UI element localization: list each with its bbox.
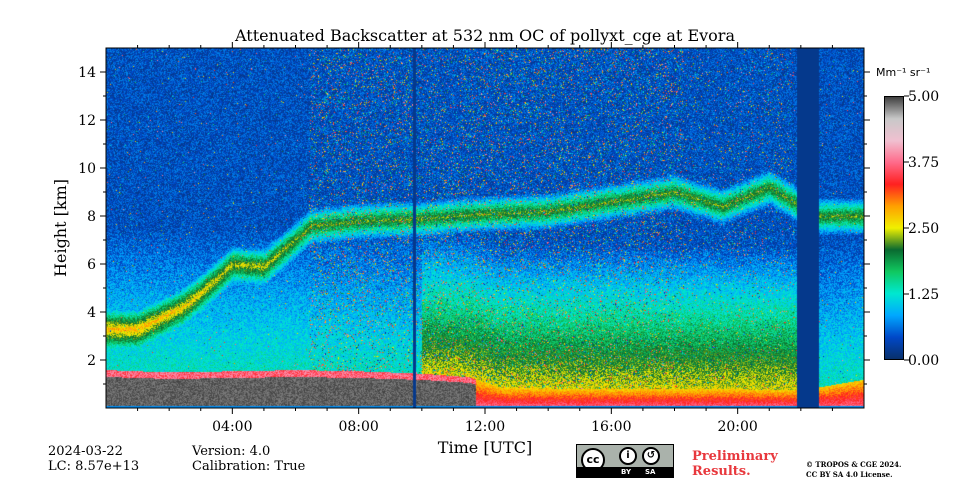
footer-lc: LC: 8.57e+13 xyxy=(48,459,140,474)
copyright-note: © TROPOS & CGE 2024. CC BY SA 4.0 Licens… xyxy=(806,460,901,480)
x-tick-label-3: 16:00 xyxy=(591,419,631,435)
cc-by-sa-icon: cc i ↺ BY SA xyxy=(576,444,674,478)
footer-calibration: Calibration: True xyxy=(192,459,306,474)
chart-title: Attenuated Backscatter at 532 nm OC of p… xyxy=(234,26,735,45)
x-tick-label-1: 08:00 xyxy=(338,419,378,435)
colorbar-ticks: 0.00 1.25 2.50 3.75 5.00 xyxy=(904,89,939,369)
colorbar-tick-label-1: 1.25 xyxy=(908,287,939,303)
x-axis-label: Time [UTC] xyxy=(438,438,532,457)
footer-date: 2024-03-22 xyxy=(48,444,123,459)
y-tick-label-2: 6 xyxy=(87,257,96,273)
x-axis: 04:00 08:00 12:00 16:00 20:00 xyxy=(137,42,833,435)
y-tick-label-1: 4 xyxy=(87,305,96,321)
colorbar-tick-label-4: 5.00 xyxy=(908,89,939,105)
share-alike-icon: ↺ xyxy=(642,447,660,465)
y-tick-label-6: 14 xyxy=(78,65,96,81)
y-tick-label-4: 10 xyxy=(78,161,96,177)
preliminary-results-note: Preliminary Results. xyxy=(692,449,778,479)
x-tick-label-0: 04:00 xyxy=(212,419,252,435)
x-tick-label-2: 12:00 xyxy=(465,419,505,435)
cc-license-band xyxy=(577,467,673,477)
cc-sa-label: SA xyxy=(645,468,656,476)
y-axis-label: Height [km] xyxy=(51,179,70,277)
cc-by-label: BY xyxy=(621,468,632,476)
colorbar xyxy=(884,96,904,360)
colorbar-tick-label-0: 0.00 xyxy=(908,353,939,369)
y-axis: 2 4 6 8 10 12 14 xyxy=(78,65,870,385)
y-tick-label-5: 12 xyxy=(78,113,96,129)
attribution-person-icon: i xyxy=(619,447,637,465)
backscatter-heatmap xyxy=(106,48,864,408)
preliminary-line-2: Results. xyxy=(692,464,751,479)
colorbar-wrapper xyxy=(884,96,904,360)
y-tick-label-3: 8 xyxy=(87,209,96,225)
y-tick-label-0: 2 xyxy=(87,353,96,369)
colorbar-tick-label-3: 3.75 xyxy=(908,155,939,171)
copyright-line-2: CC BY SA 4.0 License. xyxy=(806,470,893,479)
x-tick-label-4: 20:00 xyxy=(717,419,757,435)
footer-date-block: 2024-03-22 LC: 8.57e+13 xyxy=(48,444,139,474)
colorbar-tick-label-2: 2.50 xyxy=(908,221,939,237)
colorbar-unit: Mm⁻¹ sr⁻¹ xyxy=(876,66,930,79)
preliminary-line-1: Preliminary xyxy=(692,449,778,464)
footer-version: Version: 4.0 xyxy=(192,444,271,459)
plot-area-wrapper xyxy=(106,48,864,408)
copyright-line-1: © TROPOS & CGE 2024. xyxy=(806,460,902,469)
footer-version-block: Version: 4.0 Calibration: True xyxy=(192,444,305,474)
